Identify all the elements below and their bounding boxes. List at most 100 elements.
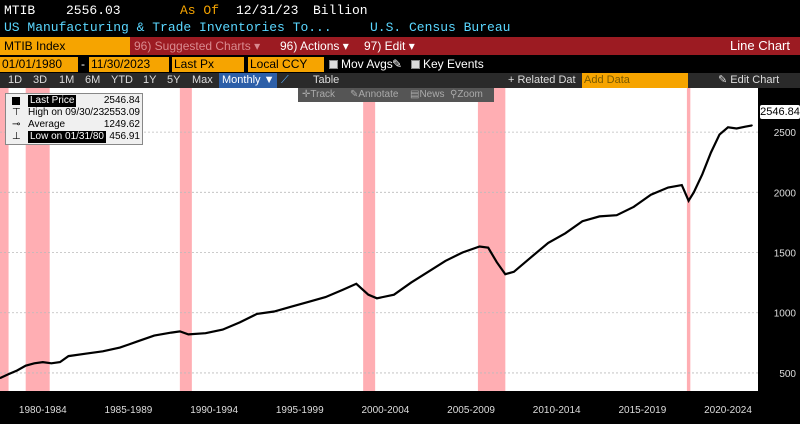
- data-point: [687, 199, 690, 202]
- data-point: [7, 373, 10, 375]
- legend-name: Last Price: [28, 95, 77, 107]
- edit-chart-button[interactable]: ✎ Edit Chart: [718, 73, 779, 88]
- legend-name: Average: [28, 119, 66, 130]
- y-tick-label: 1000: [774, 309, 797, 320]
- ticker-symbol: MTIB: [4, 3, 36, 18]
- news-button[interactable]: ▤ News: [410, 89, 445, 100]
- data-point: [710, 151, 712, 154]
- average-marker-icon: ⊸: [12, 119, 21, 130]
- data-point: [84, 352, 87, 355]
- pencil-icon[interactable]: ✎: [392, 57, 403, 71]
- data-point: [410, 281, 412, 284]
- edit-menu[interactable]: 97) Edit ▾: [364, 37, 415, 55]
- data-point: [239, 321, 241, 324]
- chevron-down-icon: ▾: [254, 39, 261, 53]
- data-point: [495, 261, 498, 263]
- index-name-field[interactable]: MTIB Index: [0, 37, 130, 55]
- data-point: [633, 205, 635, 208]
- data-point: [24, 364, 27, 367]
- ticker-header: MTIB 2556.03 As Of 12/31/23 Billion: [0, 0, 800, 20]
- x-tick-label: 1985-1989: [105, 405, 153, 416]
- currency-select[interactable]: Local CCY: [248, 57, 324, 72]
- x-tick-label: 1980-1984: [19, 405, 67, 416]
- frequency-select[interactable]: Monthly ▼: [219, 73, 278, 88]
- data-point: [487, 246, 490, 249]
- y-tick-label: 2000: [774, 188, 797, 199]
- chevron-down-icon: ▾: [408, 39, 415, 53]
- suggested-charts-menu[interactable]: 96) Suggested Charts ▾: [134, 37, 260, 55]
- x-tick-label: 2010-2014: [533, 405, 581, 416]
- data-point: [735, 127, 738, 130]
- period-1y[interactable]: 1Y: [143, 74, 157, 86]
- data-point: [290, 305, 293, 308]
- data-point: [478, 245, 481, 248]
- series-line-mtib: [0, 124, 753, 380]
- data-source: U.S. Census Bureau: [370, 20, 511, 35]
- data-point: [179, 330, 181, 333]
- chart-toolbar: ✛ Track ✎ Annotate ▤ News ⚲ Zoom: [298, 88, 494, 102]
- data-point: [530, 256, 532, 259]
- x-axis-band: [0, 391, 800, 424]
- zoom-label: Zoom: [457, 89, 483, 100]
- actions-menu[interactable]: 96) Actions ▾: [280, 37, 349, 55]
- data-point: [341, 289, 344, 291]
- actions-label: 96) Actions: [280, 39, 340, 53]
- data-point: [581, 220, 584, 223]
- as-of-date: 12/31/23: [236, 3, 299, 18]
- chart-legend[interactable]: Last Price 2546.84 ⊤ High on 09/30/23 25…: [5, 93, 143, 145]
- data-point: [547, 242, 549, 244]
- annotate-button[interactable]: ✎ Annotate: [350, 89, 399, 100]
- data-point: [324, 296, 327, 298]
- frequency-label: Monthly: [222, 74, 261, 86]
- period-max[interactable]: Max: [192, 74, 213, 86]
- data-point: [307, 301, 310, 303]
- y-tick-label: 500: [779, 369, 796, 380]
- recession-band-5: [686, 88, 691, 391]
- start-date-input[interactable]: 01/01/1980: [0, 57, 78, 72]
- end-date-input[interactable]: 11/30/2023: [89, 57, 169, 72]
- data-point: [667, 186, 669, 189]
- track-label: Track: [310, 89, 336, 100]
- ticker-price: 2556.03: [66, 3, 121, 18]
- security-description: US Manufacturing & Trade Inventories To.…: [4, 20, 332, 35]
- x-tick-label: 2015-2019: [618, 405, 666, 416]
- period-ytd[interactable]: YTD: [111, 74, 133, 86]
- zoom-button[interactable]: ⚲ Zoom: [450, 89, 483, 100]
- x-tick-label: 2000-2004: [362, 405, 410, 416]
- track-button[interactable]: ✛ Track: [302, 89, 336, 100]
- line-chart-icon[interactable]: ⟋: [281, 74, 289, 86]
- data-point: [101, 350, 104, 353]
- chevron-down-icon: ▾: [342, 39, 349, 53]
- related-data-button[interactable]: + Related Dat: [508, 74, 576, 86]
- y-axis-labels: 500 1000 1500 2000 2500: [774, 128, 797, 380]
- legend-low: ⊥ Low on 01/31/80 456.91: [8, 131, 142, 143]
- as-of-label: As Of: [180, 3, 220, 18]
- add-data-input[interactable]: Add Data: [582, 73, 688, 88]
- data-point: [751, 124, 753, 127]
- data-point: [367, 293, 370, 296]
- data-point: [50, 362, 53, 365]
- period-5y[interactable]: 5Y: [167, 74, 181, 86]
- high-marker-icon: ⊤: [12, 107, 21, 118]
- legend-value: 2546.84: [103, 95, 140, 106]
- recession-band-4: [477, 88, 506, 391]
- key-events-checkbox[interactable]: [411, 60, 420, 69]
- period-1d[interactable]: 1D: [8, 74, 23, 86]
- x-tick-label: 2005-2009: [447, 405, 495, 416]
- recession-band-2: [179, 88, 192, 391]
- legend-value: 1249.62: [103, 119, 140, 130]
- date-separator: -: [81, 57, 85, 71]
- data-point: [615, 214, 618, 216]
- mov-avgs-checkbox[interactable]: [329, 60, 338, 69]
- y-tick-label: 2500: [774, 128, 797, 139]
- unit-label: Billion: [313, 3, 368, 18]
- edit-chart-label: Edit Chart: [730, 74, 780, 86]
- data-point: [221, 328, 224, 331]
- period-6m[interactable]: 6M: [85, 74, 101, 86]
- data-point: [393, 293, 395, 296]
- period-3d[interactable]: 3D: [33, 74, 48, 86]
- field-select[interactable]: Last Px: [172, 57, 244, 72]
- table-button[interactable]: Table: [313, 74, 340, 86]
- period-1m[interactable]: 1M: [59, 74, 75, 86]
